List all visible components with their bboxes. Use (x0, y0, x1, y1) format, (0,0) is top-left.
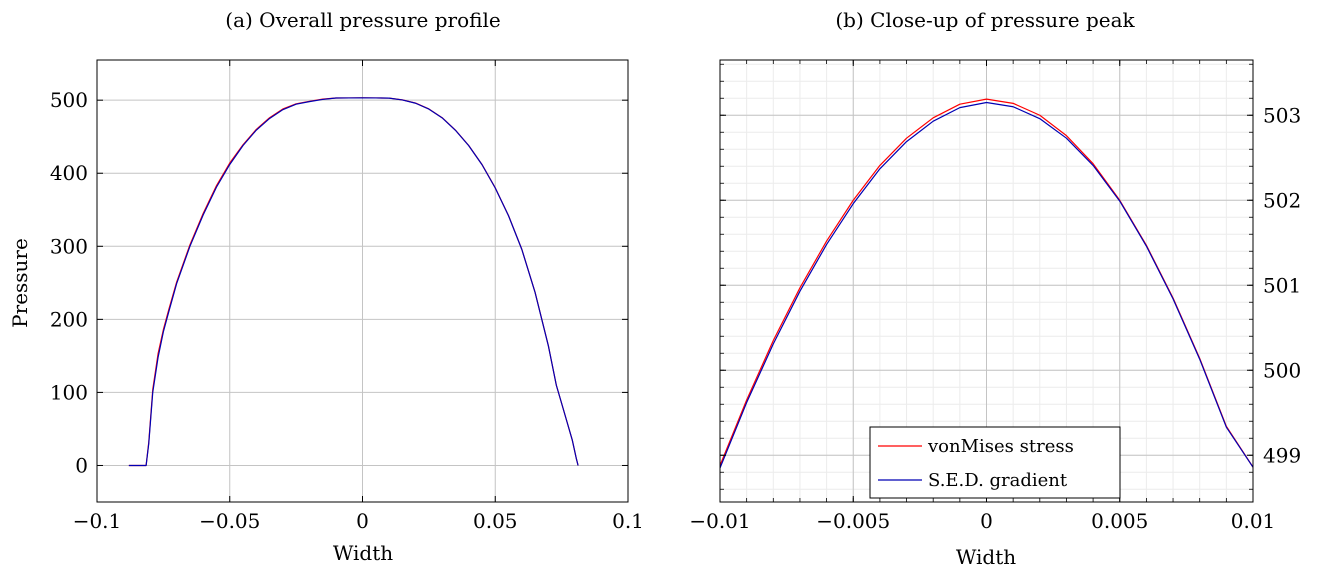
panel-a-y-tick-label: 0 (75, 453, 88, 477)
panel-b-y-tick-label: 502 (1263, 188, 1301, 212)
panel-b-title: (b) Close-up of pressure peak (835, 8, 1135, 32)
panel-a-series-line-vonmises (128, 97, 579, 467)
panel-a-x-tick-label: 0.05 (473, 509, 518, 533)
panel-b-grid (719, 60, 1254, 502)
panel-a-series-line-sed (128, 97, 579, 467)
panel-b-x-tick-label: −0.005 (816, 509, 890, 533)
panel-b-y-tick-label: 501 (1263, 273, 1301, 297)
panel-a-ticks: −0.1 −0.05 0 0.05 0.1 0 100 200 300 400 500 (50, 60, 644, 533)
panel-b-series-group (720, 98, 1253, 469)
panel-b-x-tick-label: −0.01 (689, 509, 750, 533)
panel-a-y-axis-label: Pressure (8, 238, 32, 328)
panel-a-x-axis-label: Width (333, 541, 393, 565)
panel-a-y-tick-label: 200 (50, 307, 88, 331)
panel-a-y-tick-label: 100 (50, 380, 88, 404)
panel-b-y-tick-label: 503 (1263, 103, 1301, 127)
legend: vonMises stress S.E.D. gradient (869, 426, 1121, 499)
panel-a-overall-pressure-profile: (a) Overall pressure profile −0.1 −0.05 0 0… (8, 8, 644, 565)
panel-b-x-tick-label: 0 (980, 509, 993, 533)
panel-a-y-tick-label: 400 (50, 161, 88, 185)
panel-a-series-group (128, 97, 579, 467)
legend-label-vonmises: vonMises stress (927, 436, 1074, 457)
panel-b-y-tick-label: 500 (1263, 358, 1301, 382)
panel-a-series (128, 97, 579, 467)
legend-label-sed: S.E.D. gradient (928, 470, 1068, 491)
panel-a-x-tick-label: 0 (356, 509, 369, 533)
panel-b-x-tick-label: 0.005 (1091, 509, 1148, 533)
legend-box (869, 426, 1121, 499)
panel-b-series-line-sed (720, 101, 1253, 469)
panel-a-title: (a) Overall pressure profile (225, 8, 500, 32)
panel-a-x-tick-label: −0.05 (199, 509, 260, 533)
panel-a-y-tick-label: 500 (50, 88, 88, 112)
panel-a-y-tick-label: 300 (50, 234, 88, 258)
panel-b-x-tick-label: 0.01 (1231, 509, 1276, 533)
panel-b-ticks: −0.01 −0.005 0 0.005 0.01 499 500 501 502 503 (689, 60, 1301, 533)
panel-b-x-axis-label: Width (956, 545, 1016, 569)
panel-b-series (720, 98, 1253, 469)
panel-a-x-tick-label: −0.1 (73, 509, 122, 533)
panel-a-x-tick-label: 0.1 (612, 509, 644, 533)
panel-b-y-tick-label: 499 (1263, 443, 1301, 467)
panel-b-close-up-of-pressure-peak: (b) Close-up of pressure peak −0.01 −0.00… (689, 8, 1301, 569)
